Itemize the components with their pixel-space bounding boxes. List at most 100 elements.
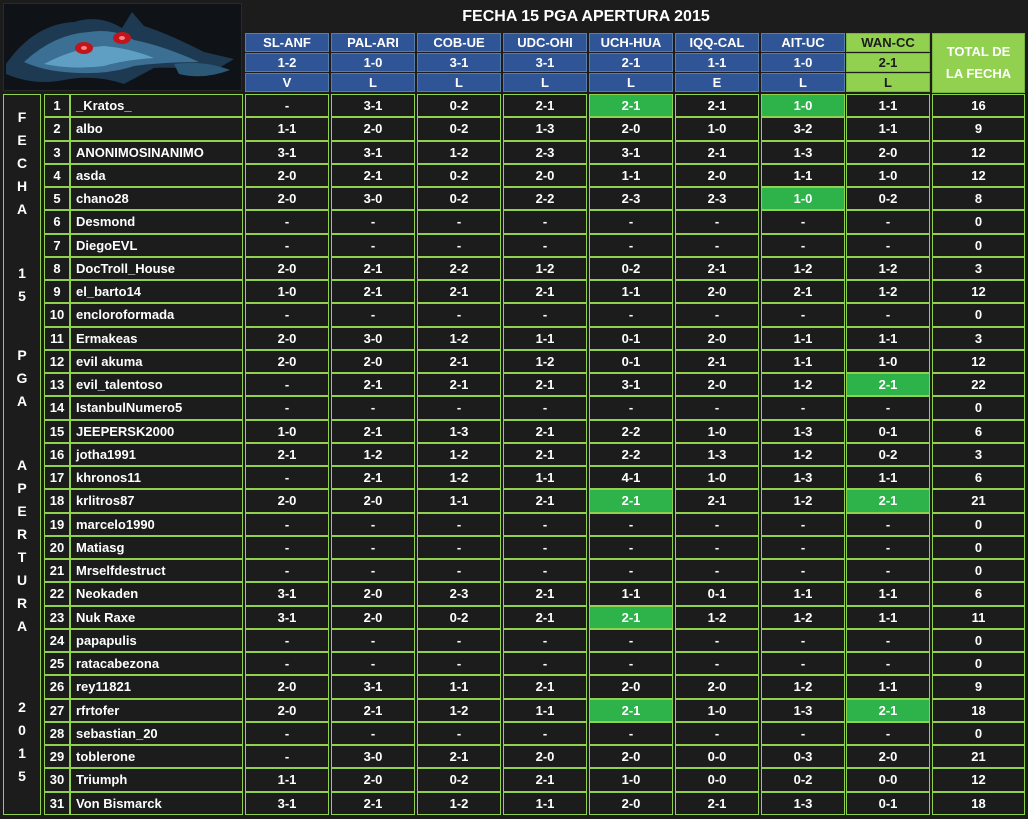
prediction-cell: 0-2 bbox=[417, 768, 501, 792]
prediction-cell: 3-1 bbox=[245, 582, 329, 606]
match-teams: SL-ANF bbox=[245, 33, 329, 52]
prediction-cell: 2-1 bbox=[846, 373, 930, 397]
prediction-cell: 1-1 bbox=[503, 466, 587, 490]
prediction-cell: - bbox=[245, 745, 329, 769]
row-total: 0 bbox=[932, 721, 1025, 745]
prediction-cell: - bbox=[761, 721, 845, 745]
prediction-cell: 1-3 bbox=[761, 466, 845, 490]
prediction-cell: 1-2 bbox=[417, 698, 501, 722]
prediction-cell: 1-1 bbox=[503, 326, 587, 350]
prediction-cell: - bbox=[245, 512, 329, 536]
prediction-cell: - bbox=[761, 559, 845, 583]
side-label-char: H bbox=[16, 178, 28, 194]
prediction-cell: - bbox=[245, 303, 329, 327]
prediction-cell: 2-1 bbox=[417, 745, 501, 769]
prediction-cell: 2-0 bbox=[846, 140, 930, 164]
prediction-cell: - bbox=[245, 535, 329, 559]
prediction-cell: - bbox=[245, 210, 329, 234]
prediction-cell: 0-1 bbox=[589, 326, 673, 350]
prediction-cell: 3-1 bbox=[331, 140, 415, 164]
prediction-cell: 2-0 bbox=[589, 745, 673, 769]
prediction-cell: - bbox=[846, 559, 930, 583]
prediction-cell: - bbox=[589, 628, 673, 652]
player-name: khronos11 bbox=[70, 466, 243, 490]
prediction-cell: - bbox=[245, 652, 329, 676]
prediction-cell: - bbox=[589, 210, 673, 234]
row-number: 1 bbox=[44, 94, 70, 118]
prediction-cell: 2-1 bbox=[417, 280, 501, 304]
player-name: Von Bismarck bbox=[70, 791, 243, 815]
match-teams: AIT-UC bbox=[761, 33, 845, 52]
side-label-char: E bbox=[17, 503, 27, 519]
prediction-cell: - bbox=[417, 512, 501, 536]
prediction-cell: 1-2 bbox=[417, 140, 501, 164]
prediction-cell: - bbox=[675, 396, 759, 420]
prediction-cell: 3-1 bbox=[589, 140, 673, 164]
prediction-cell: 2-0 bbox=[503, 745, 587, 769]
row-total: 8 bbox=[932, 187, 1025, 211]
prediction-cell: - bbox=[846, 535, 930, 559]
prediction-cell: - bbox=[846, 210, 930, 234]
prediction-cell: 3-1 bbox=[589, 373, 673, 397]
player-name: papapulis bbox=[70, 628, 243, 652]
row-total: 11 bbox=[932, 605, 1025, 629]
prediction-cell: 1-0 bbox=[675, 698, 759, 722]
prediction-cell: - bbox=[331, 210, 415, 234]
prediction-cell: 3-1 bbox=[245, 791, 329, 815]
match-score: 3-1 bbox=[503, 53, 587, 72]
prediction-cell: - bbox=[417, 721, 501, 745]
prediction-cell: 0-0 bbox=[846, 768, 930, 792]
prediction-cell: 1-2 bbox=[331, 442, 415, 466]
row-total: 18 bbox=[932, 698, 1025, 722]
prediction-cell: 3-1 bbox=[245, 605, 329, 629]
row-number: 11 bbox=[44, 326, 70, 350]
side-label-char: 1 bbox=[18, 265, 26, 281]
match-score: 1-2 bbox=[245, 53, 329, 72]
row-number: 2 bbox=[44, 117, 70, 141]
prediction-cell: 2-1 bbox=[331, 466, 415, 490]
player-name: JEEPERSK2000 bbox=[70, 419, 243, 443]
prediction-cell: 1-1 bbox=[846, 117, 930, 141]
row-total: 6 bbox=[932, 466, 1025, 490]
prediction-cell: 1-2 bbox=[761, 605, 845, 629]
player-name: sebastian_20 bbox=[70, 721, 243, 745]
prediction-cell: 0-2 bbox=[846, 442, 930, 466]
prediction-cell: 2-1 bbox=[331, 163, 415, 187]
prediction-cell: - bbox=[675, 652, 759, 676]
prediction-cell: 3-0 bbox=[331, 745, 415, 769]
prediction-cell: 2-1 bbox=[417, 373, 501, 397]
prediction-cell: 2-1 bbox=[503, 489, 587, 513]
prediction-cell: 3-0 bbox=[331, 326, 415, 350]
prediction-cell: - bbox=[503, 233, 587, 257]
prediction-cell: - bbox=[245, 721, 329, 745]
prediction-cell: 1-1 bbox=[417, 675, 501, 699]
row-total: 9 bbox=[932, 675, 1025, 699]
row-total: 12 bbox=[932, 140, 1025, 164]
row-number: 22 bbox=[44, 582, 70, 606]
row-number: 30 bbox=[44, 768, 70, 792]
match-score: 2-1 bbox=[846, 53, 930, 72]
prediction-cell: 1-1 bbox=[761, 326, 845, 350]
prediction-cell: - bbox=[503, 535, 587, 559]
row-total: 6 bbox=[932, 419, 1025, 443]
row-number: 14 bbox=[44, 396, 70, 420]
prediction-cell: 2-0 bbox=[589, 675, 673, 699]
prediction-cell: 1-1 bbox=[245, 768, 329, 792]
side-label-char: A bbox=[16, 618, 28, 634]
prediction-cell: 1-0 bbox=[846, 349, 930, 373]
prediction-cell: 1-2 bbox=[417, 466, 501, 490]
prediction-cell: 1-1 bbox=[761, 163, 845, 187]
prediction-cell: - bbox=[846, 652, 930, 676]
row-number: 12 bbox=[44, 349, 70, 373]
prediction-cell: 1-0 bbox=[245, 419, 329, 443]
prediction-cell: - bbox=[761, 535, 845, 559]
row-number: 23 bbox=[44, 605, 70, 629]
prediction-cell: - bbox=[245, 628, 329, 652]
prediction-cell: - bbox=[589, 512, 673, 536]
side-label-char: P bbox=[17, 347, 27, 363]
match-teams: IQQ-CAL bbox=[675, 33, 759, 52]
prediction-cell: 0-2 bbox=[417, 605, 501, 629]
prediction-cell: 0-2 bbox=[417, 94, 501, 118]
prediction-cell: 0-1 bbox=[589, 349, 673, 373]
prediction-cell: 0-2 bbox=[846, 187, 930, 211]
